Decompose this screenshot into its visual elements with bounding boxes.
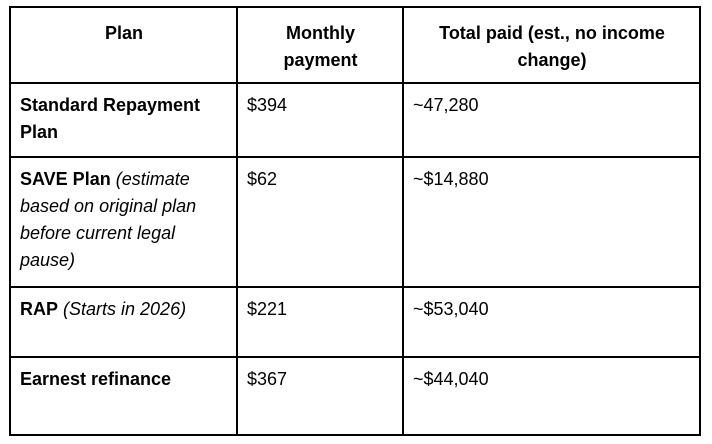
plan-cell: RAP (Starts in 2026) bbox=[9, 286, 238, 358]
monthly-payment-cell: $62 bbox=[236, 156, 404, 288]
plan-name: Earnest refinance bbox=[20, 369, 172, 389]
plan-cell: Standard Repayment Plan bbox=[9, 82, 238, 158]
monthly-payment-cell: $221 bbox=[236, 286, 404, 358]
total-paid-cell: ~$14,880 bbox=[402, 156, 701, 288]
header-cell-plan: Plan bbox=[9, 6, 238, 84]
plan-name: SAVE Plan bbox=[20, 169, 111, 189]
table-header-row: Plan Monthly payment Total paid (est., n… bbox=[9, 6, 701, 84]
table-row: RAP (Starts in 2026) $221 ~$53,040 bbox=[9, 286, 701, 358]
plan-cell: SAVE Plan (estimate based on original pl… bbox=[9, 156, 238, 288]
plan-name: RAP bbox=[20, 299, 59, 319]
header-cell-total-paid: Total paid (est., no income change) bbox=[402, 6, 701, 84]
total-paid-cell: ~$44,040 bbox=[402, 356, 701, 436]
document-page: Plan Monthly payment Total paid (est., n… bbox=[0, 6, 712, 444]
plan-name: Standard Repayment Plan bbox=[20, 95, 201, 142]
plan-cell: Earnest refinance bbox=[9, 356, 238, 436]
total-paid-cell: ~$53,040 bbox=[402, 286, 701, 358]
monthly-payment-cell: $394 bbox=[236, 82, 404, 158]
total-paid-cell: ~47,280 bbox=[402, 82, 701, 158]
repayment-plan-comparison-table: Plan Monthly payment Total paid (est., n… bbox=[9, 6, 701, 436]
plan-note: (Starts in 2026) bbox=[58, 299, 187, 319]
plan-note: (estimate based on original plan before … bbox=[20, 169, 197, 270]
monthly-payment-cell: $367 bbox=[236, 356, 404, 436]
table-row: Earnest refinance $367 ~$44,040 bbox=[9, 356, 701, 436]
header-cell-monthly-payment: Monthly payment bbox=[236, 6, 404, 84]
table-row: Standard Repayment Plan $394 ~47,280 bbox=[9, 82, 701, 158]
table-row: SAVE Plan (estimate based on original pl… bbox=[9, 156, 701, 288]
